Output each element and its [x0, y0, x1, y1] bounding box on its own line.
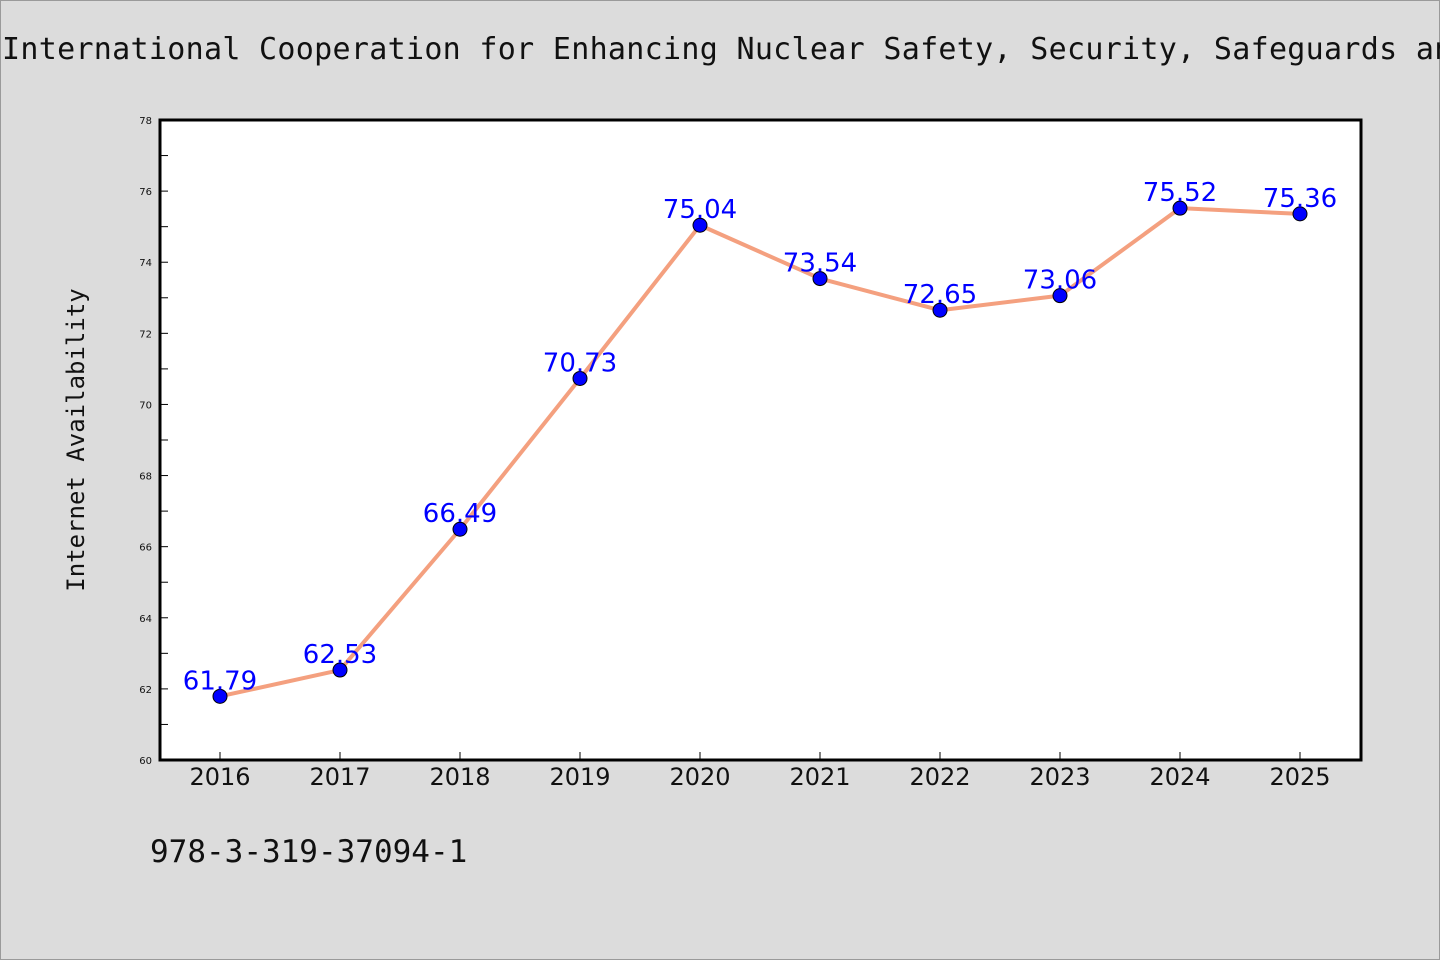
data-point: [1172, 200, 1188, 216]
chart-title: International Cooperation for Enhancing …: [2, 32, 1440, 67]
x-tick-label: 2021: [789, 763, 850, 791]
x-tick-label: 2018: [429, 763, 490, 791]
data-label: 75.04: [663, 195, 737, 225]
y-tick-label: 62: [139, 685, 152, 696]
data-label: 73.54: [783, 249, 857, 279]
data-point: [572, 370, 588, 386]
data-point: [692, 217, 708, 233]
y-tick-label: 74: [139, 258, 152, 269]
data-points: [212, 200, 1308, 704]
data-label: 72.65: [903, 280, 977, 310]
data-label: 61.79: [183, 666, 257, 696]
data-point: [332, 662, 348, 678]
y-tick-label: 66: [139, 543, 152, 554]
x-tick-label: 2020: [669, 763, 730, 791]
y-tick-label: 76: [139, 187, 152, 198]
data-point: [1052, 288, 1068, 304]
y-tick-label: 64: [139, 614, 152, 625]
data-point: [1292, 206, 1308, 222]
x-axis: 2016 2017 2018 2019 2020 2021 2022 2023 2024 2025: [189, 752, 1331, 791]
x-tick-label: 2024: [1149, 763, 1210, 791]
data-point: [452, 521, 468, 537]
data-label: 73.06: [1023, 266, 1097, 296]
data-label: 66.49: [423, 499, 497, 529]
data-label: 75.52: [1143, 178, 1217, 208]
x-tick-label: 2022: [909, 763, 970, 791]
y-axis-label: Internet Availability: [62, 288, 90, 591]
series-line: [219, 206, 1301, 699]
y-tick-label: 72: [139, 329, 152, 340]
data-labels: 61.79 62.53 66.49 70.73 75.04 73.54 72.65 73.06…: [183, 178, 1337, 696]
data-point: [812, 271, 828, 287]
x-tick-label: 2017: [309, 763, 370, 791]
data-label: 75.36: [1263, 184, 1337, 214]
y-tick-label: 78: [139, 116, 152, 127]
x-tick-label: 2025: [1269, 763, 1330, 791]
data-point: [932, 302, 948, 318]
y-tick-label: 60: [139, 756, 152, 767]
plot-area: [158, 118, 1363, 762]
data-label: 62.53: [303, 640, 377, 670]
data-point: [212, 688, 228, 704]
data-label: 70.73: [543, 348, 617, 378]
y-tick-label: 68: [139, 472, 152, 483]
y-axis: 60 62 64 66 68 70 72 74 76 78: [139, 116, 168, 767]
x-tick-label: 2019: [549, 763, 610, 791]
y-tick-label: 70: [139, 400, 152, 411]
x-tick-label: 2023: [1029, 763, 1090, 791]
x-tick-label: 2016: [189, 763, 250, 791]
footnote-isbn: 978-3-319-37094-1: [150, 834, 468, 870]
